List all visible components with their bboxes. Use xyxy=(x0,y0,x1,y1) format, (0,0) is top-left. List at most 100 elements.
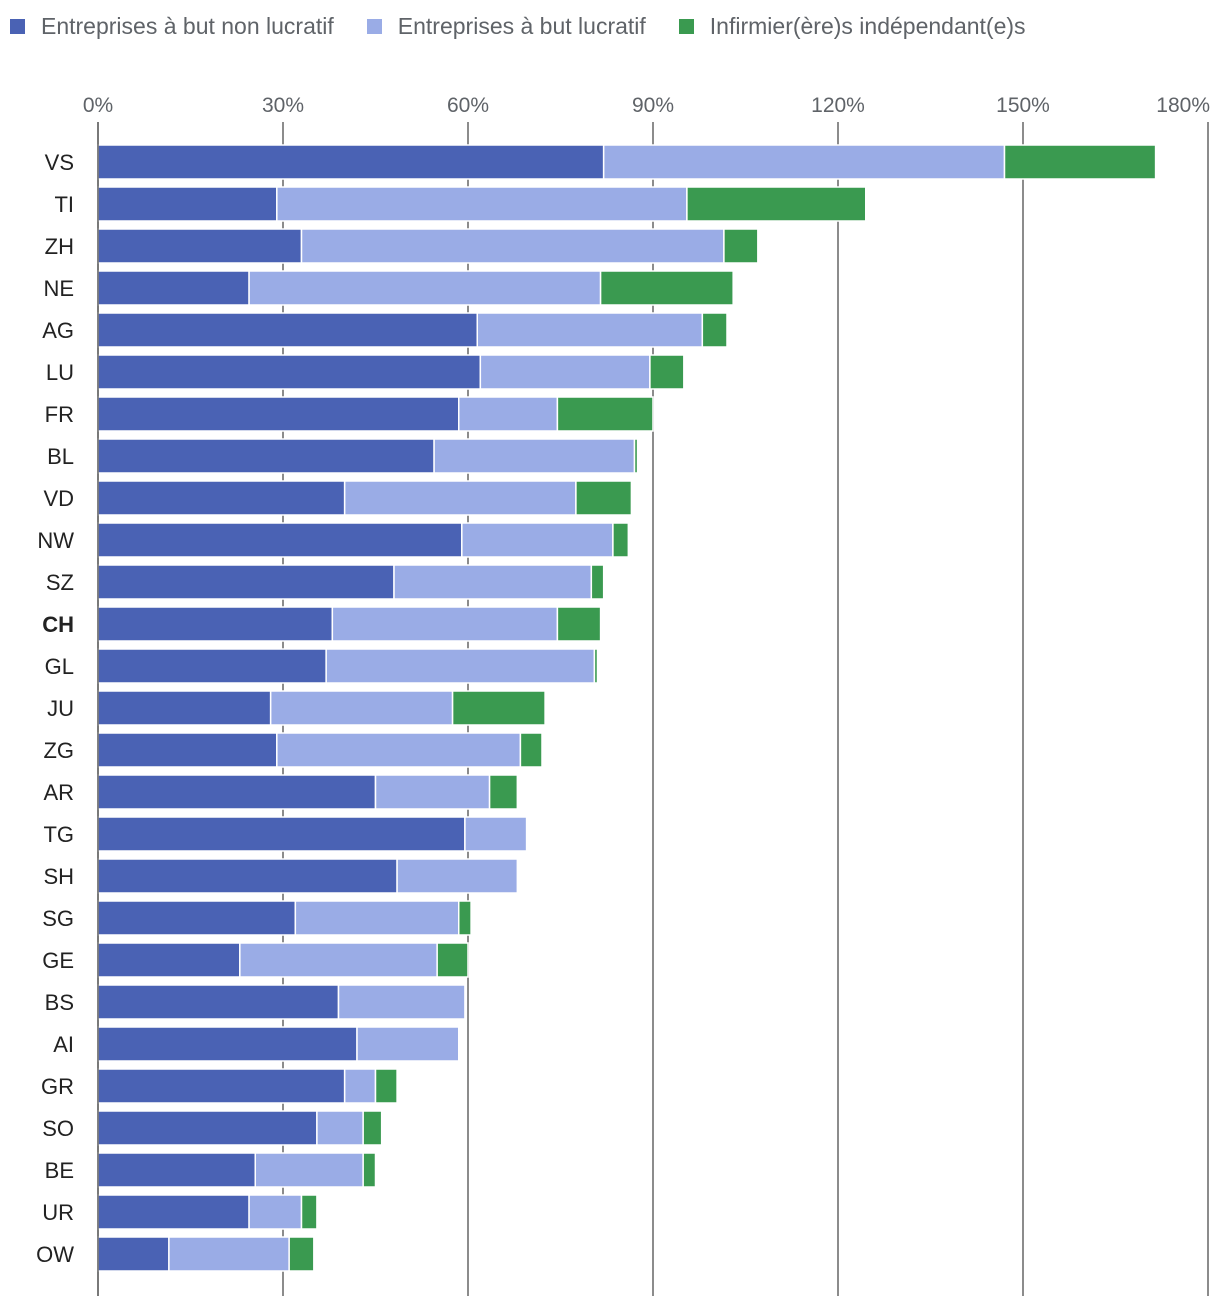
category-label-vd: VD xyxy=(43,486,74,511)
bar-ju-independent[interactable] xyxy=(451,690,546,726)
bar-ow-for-profit[interactable] xyxy=(168,1236,290,1272)
bar-ti-independent[interactable] xyxy=(686,186,867,222)
bar-nw-independent[interactable] xyxy=(612,522,630,558)
bar-tg-for-profit[interactable] xyxy=(464,816,528,852)
bar-ch-non-profit[interactable] xyxy=(97,606,334,642)
bar-ur-for-profit[interactable] xyxy=(248,1194,303,1230)
bar-ar-non-profit[interactable] xyxy=(97,774,377,810)
category-label-ti: TI xyxy=(54,192,74,217)
bar-gr-independent[interactable] xyxy=(374,1068,398,1104)
bar-sh-for-profit[interactable] xyxy=(396,858,519,894)
legend-item-for-profit[interactable]: Entreprises à but lucratif xyxy=(366,13,646,40)
bar-ow-non-profit[interactable] xyxy=(97,1236,170,1272)
bar-ar-independent[interactable] xyxy=(488,774,519,810)
bar-gl-independent[interactable] xyxy=(593,648,599,684)
bar-bl-for-profit[interactable] xyxy=(433,438,636,474)
x-tick-label: 120% xyxy=(811,94,865,117)
bar-be-independent[interactable] xyxy=(362,1152,377,1188)
bar-sg-for-profit[interactable] xyxy=(294,900,460,936)
bar-bs-for-profit[interactable] xyxy=(337,984,466,1020)
bar-ju-for-profit[interactable] xyxy=(269,690,454,726)
bar-ju-non-profit[interactable] xyxy=(97,690,272,726)
bar-nw-for-profit[interactable] xyxy=(461,522,614,558)
category-label-nw: NW xyxy=(37,528,74,553)
bar-zg-independent[interactable] xyxy=(519,732,543,768)
category-label-ai: AI xyxy=(53,1032,74,1057)
bar-ai-for-profit[interactable] xyxy=(356,1026,460,1062)
legend-label-independent: Infirmier(ère)s indépendant(e)s xyxy=(709,12,1026,39)
bar-sh-non-profit[interactable] xyxy=(97,858,398,894)
bar-ge-independent[interactable] xyxy=(436,942,469,978)
category-label-be: BE xyxy=(45,1158,74,1183)
bar-sg-non-profit[interactable] xyxy=(97,900,297,936)
bar-gl-for-profit[interactable] xyxy=(325,648,596,684)
bar-zg-for-profit[interactable] xyxy=(276,732,522,768)
category-label-ow: OW xyxy=(36,1242,74,1267)
bar-sz-independent[interactable] xyxy=(590,564,605,600)
bar-nw-non-profit[interactable] xyxy=(97,522,463,558)
bar-bl-non-profit[interactable] xyxy=(97,438,435,474)
bar-ar-for-profit[interactable] xyxy=(374,774,491,810)
bar-sz-non-profit[interactable] xyxy=(97,564,395,600)
bar-bl-independent[interactable] xyxy=(633,438,639,474)
bar-vd-non-profit[interactable] xyxy=(97,480,346,516)
bar-gl-non-profit[interactable] xyxy=(97,648,327,684)
category-label-ge: GE xyxy=(42,948,74,973)
bar-ag-for-profit[interactable] xyxy=(476,312,704,348)
bar-zh-for-profit[interactable] xyxy=(300,228,725,264)
bar-vs-non-profit[interactable] xyxy=(97,144,605,180)
category-label-bs: BS xyxy=(45,990,74,1015)
bar-vs-for-profit[interactable] xyxy=(602,144,1006,180)
bar-vd-for-profit[interactable] xyxy=(343,480,577,516)
bar-vs-independent[interactable] xyxy=(1003,144,1157,180)
bar-so-for-profit[interactable] xyxy=(316,1110,364,1146)
category-label-sh: SH xyxy=(43,864,74,889)
bar-tg-non-profit[interactable] xyxy=(97,816,466,852)
bar-lu-independent[interactable] xyxy=(649,354,685,390)
bar-ne-independent[interactable] xyxy=(599,270,734,306)
bar-ag-non-profit[interactable] xyxy=(97,312,478,348)
bar-zg-non-profit[interactable] xyxy=(97,732,278,768)
bar-ge-for-profit[interactable] xyxy=(239,942,438,978)
bar-vd-independent[interactable] xyxy=(575,480,633,516)
bar-ai-non-profit[interactable] xyxy=(97,1026,358,1062)
bar-gr-non-profit[interactable] xyxy=(97,1068,346,1104)
category-label-ag: AG xyxy=(42,318,74,343)
category-label-so: SO xyxy=(42,1116,74,1141)
bar-ch-independent[interactable] xyxy=(556,606,602,642)
bar-so-non-profit[interactable] xyxy=(97,1110,318,1146)
bar-fr-for-profit[interactable] xyxy=(458,396,559,432)
category-label-ch: CH xyxy=(42,612,74,637)
bar-lu-for-profit[interactable] xyxy=(479,354,651,390)
bar-ne-for-profit[interactable] xyxy=(248,270,602,306)
bar-fr-independent[interactable] xyxy=(556,396,654,432)
bar-ch-for-profit[interactable] xyxy=(331,606,559,642)
category-label-gr: GR xyxy=(41,1074,74,1099)
bar-ur-non-profit[interactable] xyxy=(97,1194,250,1230)
bar-so-independent[interactable] xyxy=(362,1110,383,1146)
bar-zh-non-profit[interactable] xyxy=(97,228,303,264)
legend-item-independent[interactable]: Infirmier(ère)s indépendant(e)s xyxy=(678,12,1026,40)
category-label-fr: FR xyxy=(45,402,74,427)
bar-be-non-profit[interactable] xyxy=(97,1152,256,1188)
bar-gr-for-profit[interactable] xyxy=(343,1068,377,1104)
bar-fr-non-profit[interactable] xyxy=(97,396,460,432)
category-label-sz: SZ xyxy=(46,570,74,595)
bar-sg-independent[interactable] xyxy=(458,900,472,936)
legend-item-non-profit[interactable]: Entreprises à but non lucratif xyxy=(10,13,334,40)
bar-bs-non-profit[interactable] xyxy=(97,984,340,1020)
bar-lu-non-profit[interactable] xyxy=(97,354,482,390)
bar-ti-for-profit[interactable] xyxy=(276,186,688,222)
bar-zh-independent[interactable] xyxy=(723,228,759,264)
bar-ti-non-profit[interactable] xyxy=(97,186,278,222)
x-tick-label: 150% xyxy=(996,94,1050,117)
bar-ge-non-profit[interactable] xyxy=(97,942,241,978)
bar-ur-independent[interactable] xyxy=(300,1194,318,1230)
legend-label-non-profit: Entreprises à but non lucratif xyxy=(41,12,334,39)
bar-be-for-profit[interactable] xyxy=(254,1152,364,1188)
bar-ow-independent[interactable] xyxy=(288,1236,315,1272)
bar-ag-independent[interactable] xyxy=(701,312,728,348)
bar-ne-non-profit[interactable] xyxy=(97,270,250,306)
bar-sz-for-profit[interactable] xyxy=(393,564,593,600)
